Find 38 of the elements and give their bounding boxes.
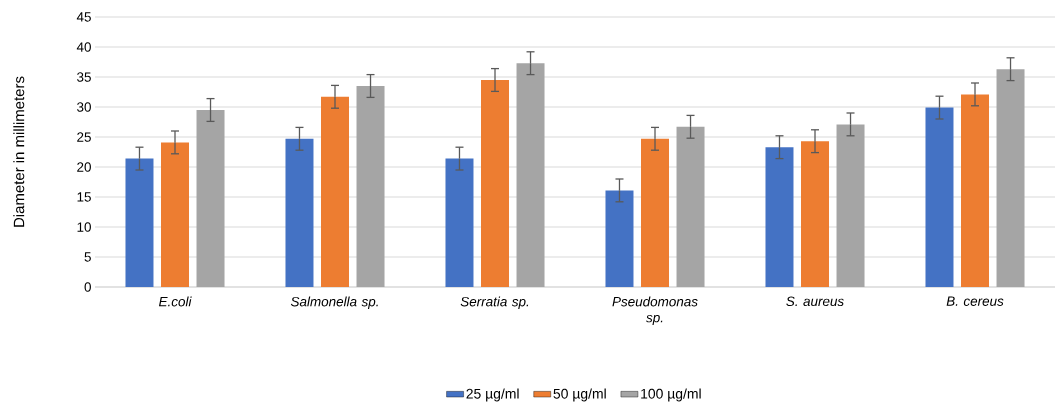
bar xyxy=(196,110,225,287)
bar xyxy=(836,124,865,287)
bar xyxy=(356,86,385,287)
x-tick-label: Serratia sp. xyxy=(460,296,529,310)
y-tick-label: 20 xyxy=(77,162,91,172)
y-tick-label: 15 xyxy=(77,192,91,202)
bar xyxy=(801,141,829,287)
bar xyxy=(516,63,545,287)
y-tick-label: 25 xyxy=(77,132,91,142)
bar xyxy=(445,158,474,287)
bar xyxy=(481,80,509,287)
x-tick-label: S. aureus xyxy=(786,296,844,307)
y-tick-label: 40 xyxy=(76,42,91,52)
x-tick-label: B. cereus xyxy=(946,296,1004,306)
y-tick-label: 30 xyxy=(77,102,91,112)
bar xyxy=(321,96,349,287)
legend-label: 25 µg/ml xyxy=(466,388,519,402)
y-tick-label: 45 xyxy=(76,12,91,22)
bar xyxy=(285,138,314,287)
bar xyxy=(676,126,705,287)
bar xyxy=(765,147,794,287)
x-tick-label: Salmonella sp. xyxy=(290,296,378,310)
x-tick-label: E.coli xyxy=(158,296,192,307)
bar xyxy=(161,142,189,287)
y-tick-label: 5 xyxy=(84,252,91,262)
legend-label: 50 µg/ml xyxy=(553,388,606,402)
bar xyxy=(605,190,634,287)
y-tick-label: 0 xyxy=(84,282,91,292)
bar xyxy=(996,69,1025,287)
bar xyxy=(125,158,154,287)
x-tick-label: Pseudomonas sp. xyxy=(612,296,698,325)
bar xyxy=(641,138,669,287)
y-tick-label: 35 xyxy=(77,72,91,82)
legend-label: 100 µg/ml xyxy=(641,388,701,402)
y-tick-label: 10 xyxy=(77,222,91,232)
bar xyxy=(925,107,954,287)
y-axis-title: Diameter in millimeters xyxy=(13,76,25,227)
bar xyxy=(961,94,989,287)
